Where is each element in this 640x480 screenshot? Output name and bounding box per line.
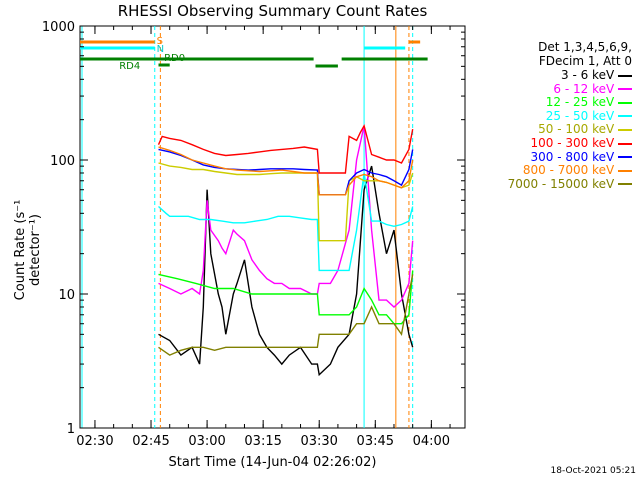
legend-item: 3 - 6 keV — [561, 68, 632, 82]
legend-item: 6 - 12 keV — [553, 82, 632, 96]
legend-swatch — [618, 183, 632, 186]
series-line-100-300keV — [157, 123, 414, 174]
series-line-800-7000keV — [158, 146, 414, 196]
series-line-3-6keV — [158, 165, 414, 377]
y-axis-label: Count Rate (s⁻¹ detector⁻¹) — [13, 199, 43, 301]
timestamp: 18-Oct-2021 05:21 — [550, 466, 636, 476]
legend-label: 6 - 12 keV — [553, 81, 618, 96]
legend-item: 7000 - 15000 keV — [508, 177, 632, 191]
legend-item: 100 - 300 keV — [530, 136, 632, 150]
x-tick-label: 03:30 — [300, 434, 337, 449]
y-tick-label: 10 — [58, 288, 75, 303]
legend-swatch — [618, 88, 632, 91]
axis-ticks: 02:30 02:45 03:00 03:15 03:30 03:45 04:00 1 10 10… — [42, 20, 465, 449]
x-tick-label: 02:30 — [76, 434, 113, 449]
legend-swatch — [618, 156, 632, 159]
series-line-25-50keV — [158, 172, 414, 272]
y-tick-label: 1 — [67, 422, 75, 437]
attenuator-label-RD4: RD4 — [119, 61, 140, 72]
legend-item: 800 - 7000 keV — [523, 163, 632, 177]
x-tick-label: 02:45 — [132, 434, 169, 449]
legend-swatch — [618, 128, 632, 131]
legend-swatch — [618, 142, 632, 145]
x-tick-label: 04:00 — [413, 434, 450, 449]
legend-swatch — [618, 74, 632, 77]
legend-item: 25 - 50 keV — [546, 109, 632, 123]
legend-item: 300 - 800 keV — [530, 150, 632, 164]
series-line-50-100keV — [158, 162, 414, 242]
series-lines — [157, 123, 414, 377]
legend-label: 300 - 800 keV — [530, 149, 618, 164]
x-tick-label: 03:45 — [357, 434, 394, 449]
y-tick-label: 1000 — [42, 20, 75, 35]
legend-label: 50 - 100 keV — [538, 122, 618, 137]
legend-header-detectors: Det 1,3,4,5,6,9, — [538, 40, 632, 54]
event-lines — [81, 26, 414, 428]
chart-title: RHESSI Observing Summary Count Rates — [117, 2, 428, 20]
legend-item: 50 - 100 keV — [538, 122, 632, 136]
legend-swatch — [618, 115, 632, 118]
x-tick-label: 03:00 — [188, 434, 225, 449]
y-tick-label: 100 — [50, 154, 75, 169]
legend-label: 25 - 50 keV — [545, 108, 618, 123]
status-bars — [80, 40, 428, 68]
legend-swatch — [618, 101, 632, 104]
attenuator-label-S: S — [157, 36, 163, 47]
legend-label: 7000 - 15000 keV — [507, 176, 618, 191]
legend-swatch — [618, 169, 632, 172]
series-line-12-25keV — [158, 270, 414, 325]
x-axis-label: Start Time (14-Jun-04 02:26:02) — [168, 455, 377, 470]
attenuator-label-N: N — [157, 44, 164, 55]
series-line-7000-15000keV — [158, 274, 414, 356]
series-line-6-12keV — [158, 125, 414, 308]
legend-label: 12 - 25 keV — [545, 95, 618, 110]
legend-header-decimation: FDecim 1, Att 0 — [538, 54, 632, 68]
attenuator-label-RD0: RD0 — [164, 53, 185, 64]
plot-frame — [79, 25, 466, 429]
legend-label: 3 - 6 keV — [561, 68, 618, 82]
legend-label: 800 - 7000 keV — [522, 163, 618, 178]
legend-label: 100 - 300 keV — [530, 136, 618, 150]
x-tick-label: 03:15 — [244, 434, 281, 449]
legend-item: 12 - 25 keV — [546, 95, 632, 109]
series-line-300-800keV — [158, 148, 414, 196]
